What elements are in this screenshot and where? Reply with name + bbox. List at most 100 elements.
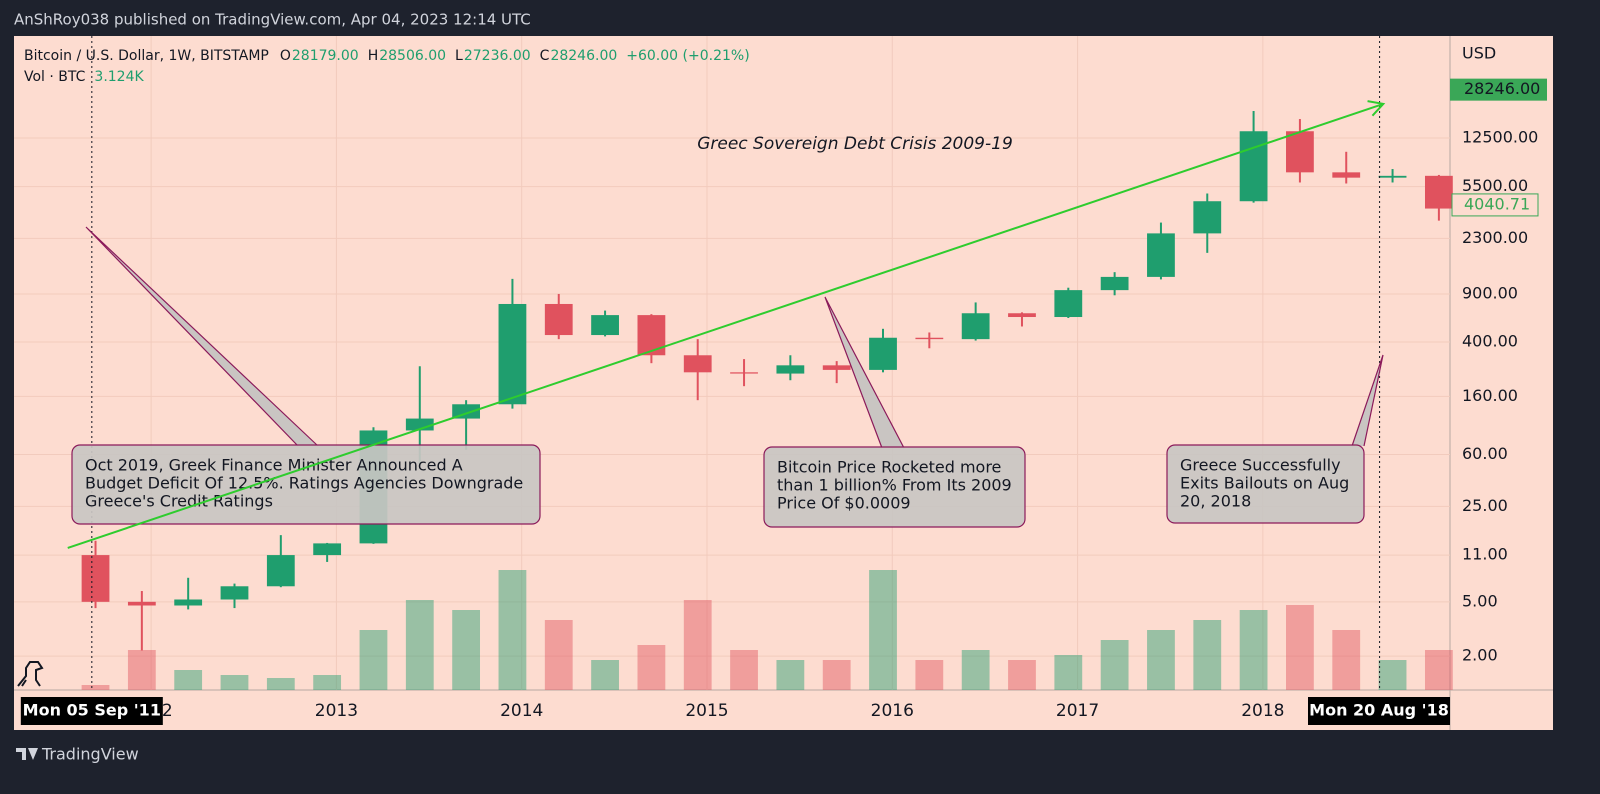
volume-bar	[313, 675, 342, 690]
callout-text: Bitcoin Price Rocketed more	[777, 458, 1001, 477]
volume-bar	[266, 678, 295, 690]
annotations: Oct 2019, Greek Finance Minister Announc…	[67, 36, 1386, 690]
volume-bar	[174, 670, 203, 690]
volume-bar	[498, 570, 527, 690]
candle-body	[637, 315, 666, 356]
publisher: AnShRoy038 published on TradingView.com,…	[14, 11, 531, 29]
volume-bar	[683, 600, 712, 690]
candle-body	[81, 555, 110, 602]
marker-price-label: 4040.71	[1464, 194, 1530, 213]
brand-icon	[16, 748, 38, 760]
y-tick-label: 900.00	[1462, 283, 1518, 302]
candle-body	[1286, 131, 1314, 173]
candle-body	[1424, 175, 1453, 209]
brand: TradingView	[41, 745, 139, 764]
candle-body	[869, 337, 897, 370]
candle-body	[266, 555, 295, 587]
axes: 12500.00 5500.00 2300.00 900.00 400.00 160.00…	[20, 78, 1547, 725]
volume-bar	[405, 600, 434, 690]
callout-text: Price Of $0.0009	[777, 494, 911, 513]
candle-body	[1100, 276, 1129, 291]
logo-icon	[17, 661, 44, 687]
volume-label: Vol · BTC	[24, 69, 86, 85]
candle-body	[591, 315, 619, 336]
candle-body	[544, 303, 573, 336]
ohlc-value: 28179.00	[292, 48, 359, 64]
x-tick-label: 2013	[315, 701, 358, 721]
callout-box	[71, 444, 541, 525]
symbol: Bitcoin / U.S. Dollar, 1W, BITSTAMP	[24, 48, 269, 64]
candle-body	[730, 372, 758, 374]
candle-body	[1193, 201, 1222, 234]
y-tick-label: 5500.00	[1462, 176, 1528, 195]
volume-bar	[1147, 630, 1175, 690]
volume-bar	[961, 650, 990, 690]
callout-pointer	[85, 226, 319, 447]
legend: Bitcoin / U.S. Dollar, 1W, BITSTAMP O 2817…	[24, 48, 750, 85]
y-tick-label: 160.00	[1462, 386, 1518, 405]
candle-body	[822, 365, 851, 370]
callout-pointer	[1351, 354, 1384, 447]
volume-bar	[220, 675, 249, 690]
ohlc-key: H	[368, 48, 379, 64]
crosshair-label: Mon 05 Sep '11	[23, 701, 161, 720]
ohlc-value: 28506.00	[379, 48, 446, 64]
volume-bar	[730, 650, 758, 690]
x-tick-label: 2018	[1241, 701, 1284, 721]
annotation-title: Greec Sovereign Debt Crisis 2009-19	[697, 134, 1013, 154]
candle-body	[1378, 175, 1407, 178]
volume-bar	[359, 630, 388, 690]
candle-body	[915, 337, 944, 340]
x-tick-label: 2015	[685, 701, 728, 721]
trend-line	[67, 102, 1384, 549]
volume-bar	[81, 685, 110, 690]
crosshair-label-box	[20, 697, 163, 725]
volume-bar	[1054, 655, 1083, 690]
volume-bar	[127, 650, 156, 690]
candle-body	[1239, 131, 1268, 202]
callout-box	[763, 446, 1026, 528]
y-tick-label: 60.00	[1462, 444, 1508, 463]
candle-body	[1332, 172, 1361, 178]
volume-bar	[544, 620, 573, 690]
callout-text: Budget Deficit Of 12.5%. Ratings Agencie…	[85, 474, 523, 493]
ohlc-key: L	[455, 48, 463, 64]
y-tick-label: 400.00	[1462, 332, 1518, 351]
ohlc-key: C	[540, 48, 550, 64]
price-change: +60.00 (+0.21%)	[626, 48, 749, 64]
candle-body	[405, 418, 434, 431]
crosshair-label-box	[1308, 697, 1450, 725]
candle-body	[961, 313, 990, 340]
candle-body	[1008, 313, 1036, 318]
candle-body	[127, 601, 156, 606]
ohlc-value: 27236.00	[464, 48, 531, 64]
candle-body	[174, 599, 203, 606]
ohlc-key: O	[280, 48, 291, 64]
volume-bar	[637, 645, 666, 690]
callout-text: Oct 2019, Greek Finance Minister Announc…	[85, 456, 463, 475]
x-tick-label: 2017	[1056, 701, 1099, 721]
trend-arrowhead	[1367, 100, 1386, 117]
volume-bar	[1378, 660, 1407, 690]
candle-body	[498, 303, 527, 405]
volume-bar	[915, 660, 944, 690]
volume-bar	[776, 660, 805, 690]
volume-last: 3.124K	[94, 69, 144, 85]
volume-bar	[1424, 650, 1453, 690]
volume-bar	[1332, 630, 1361, 690]
currency: USD	[1462, 44, 1496, 63]
x-tick-label: 2016	[871, 701, 914, 721]
callout-text: Greece Successfully	[1180, 456, 1341, 475]
crosshair-label: Mon 20 Aug '18	[1309, 701, 1449, 720]
callout-box	[1166, 444, 1365, 524]
y-tick-label: 5.00	[1462, 591, 1498, 610]
y-tick-label: 2300.00	[1462, 228, 1528, 247]
marker-price-box	[1451, 193, 1539, 217]
candle-body	[683, 355, 712, 373]
candle-body	[313, 543, 342, 556]
y-tick-label: 25.00	[1462, 496, 1508, 515]
callout-text: 20, 2018	[1180, 492, 1251, 511]
callout-pointer	[824, 296, 905, 449]
